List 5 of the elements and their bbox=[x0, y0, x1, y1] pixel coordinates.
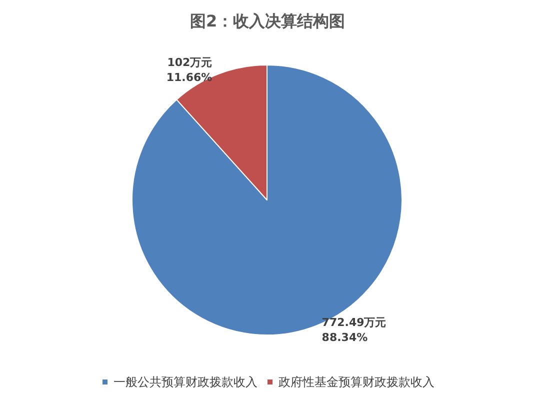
data-label: 772.49万元 88.34% bbox=[322, 316, 386, 344]
data-label: 102万元 11.66% bbox=[166, 56, 212, 84]
legend-label: 政府性基金预算财政拨款收入 bbox=[278, 375, 434, 389]
legend-label: 一般公共预算财政拨款收入 bbox=[114, 375, 258, 389]
chart-title: 图2：收入决算结构图 bbox=[190, 12, 346, 30]
